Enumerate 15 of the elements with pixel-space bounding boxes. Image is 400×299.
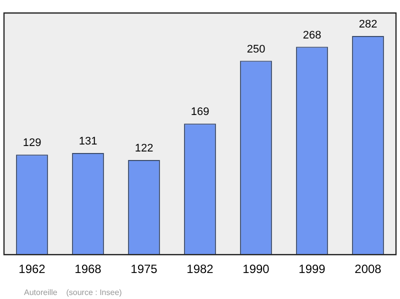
text: Autoreille (source : Insee) <box>24 288 122 298</box>
x-tick-label: 1975 <box>130 262 158 276</box>
x-tick-label: 1982 <box>186 262 214 276</box>
data-label: 250 <box>246 43 266 56</box>
x-tick-label: 1999 <box>298 262 326 276</box>
data-label: 129 <box>22 137 42 150</box>
data-label: 169 <box>190 106 210 118</box>
data-label: 282 <box>358 18 378 30</box>
x-tick-label: 1962 <box>18 262 46 276</box>
x-tick-label: 1968 <box>74 262 102 276</box>
data-label: 122 <box>134 142 154 155</box>
data-label: 131 <box>78 136 98 148</box>
x-tick-label: 1990 <box>242 262 270 276</box>
x-tick-label: 2008 <box>354 262 382 276</box>
data-label: 268 <box>302 29 322 42</box>
